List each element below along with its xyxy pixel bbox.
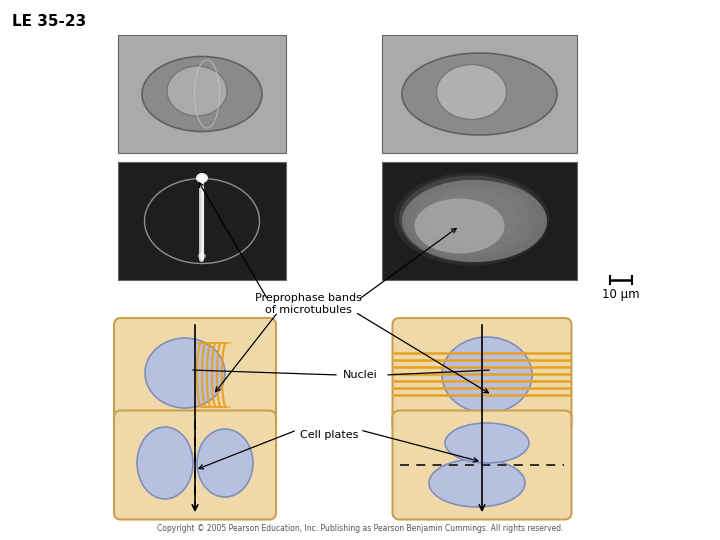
- FancyBboxPatch shape: [114, 410, 276, 519]
- Text: Nuclei: Nuclei: [343, 370, 378, 380]
- Text: Preprophase bands
of microtubules: Preprophase bands of microtubules: [255, 293, 361, 315]
- FancyBboxPatch shape: [392, 410, 572, 519]
- FancyBboxPatch shape: [392, 318, 572, 432]
- Ellipse shape: [415, 199, 505, 253]
- Text: 10 µm: 10 µm: [602, 288, 640, 301]
- Ellipse shape: [407, 180, 536, 258]
- Ellipse shape: [137, 427, 193, 499]
- Text: LE 35-23: LE 35-23: [12, 14, 86, 29]
- Bar: [118, 35, 286, 153]
- Ellipse shape: [198, 253, 206, 259]
- Ellipse shape: [442, 337, 532, 413]
- Ellipse shape: [436, 64, 506, 119]
- Ellipse shape: [414, 185, 529, 253]
- Text: Copyright © 2005 Pearson Education, Inc. Publishing as Pearson Benjamin Cummings: Copyright © 2005 Pearson Education, Inc.…: [157, 524, 563, 533]
- Ellipse shape: [167, 66, 227, 116]
- Ellipse shape: [399, 176, 544, 262]
- Ellipse shape: [197, 429, 253, 497]
- Ellipse shape: [142, 57, 262, 132]
- Ellipse shape: [424, 191, 519, 247]
- Ellipse shape: [394, 172, 549, 266]
- Bar: [382, 35, 577, 153]
- Ellipse shape: [402, 180, 547, 262]
- Ellipse shape: [445, 423, 529, 463]
- Bar: [118, 162, 286, 280]
- Ellipse shape: [429, 459, 525, 507]
- Bar: [382, 162, 577, 280]
- FancyBboxPatch shape: [114, 318, 276, 432]
- Text: Cell plates: Cell plates: [300, 430, 359, 440]
- Ellipse shape: [402, 53, 557, 135]
- Ellipse shape: [196, 173, 208, 183]
- Ellipse shape: [145, 338, 225, 408]
